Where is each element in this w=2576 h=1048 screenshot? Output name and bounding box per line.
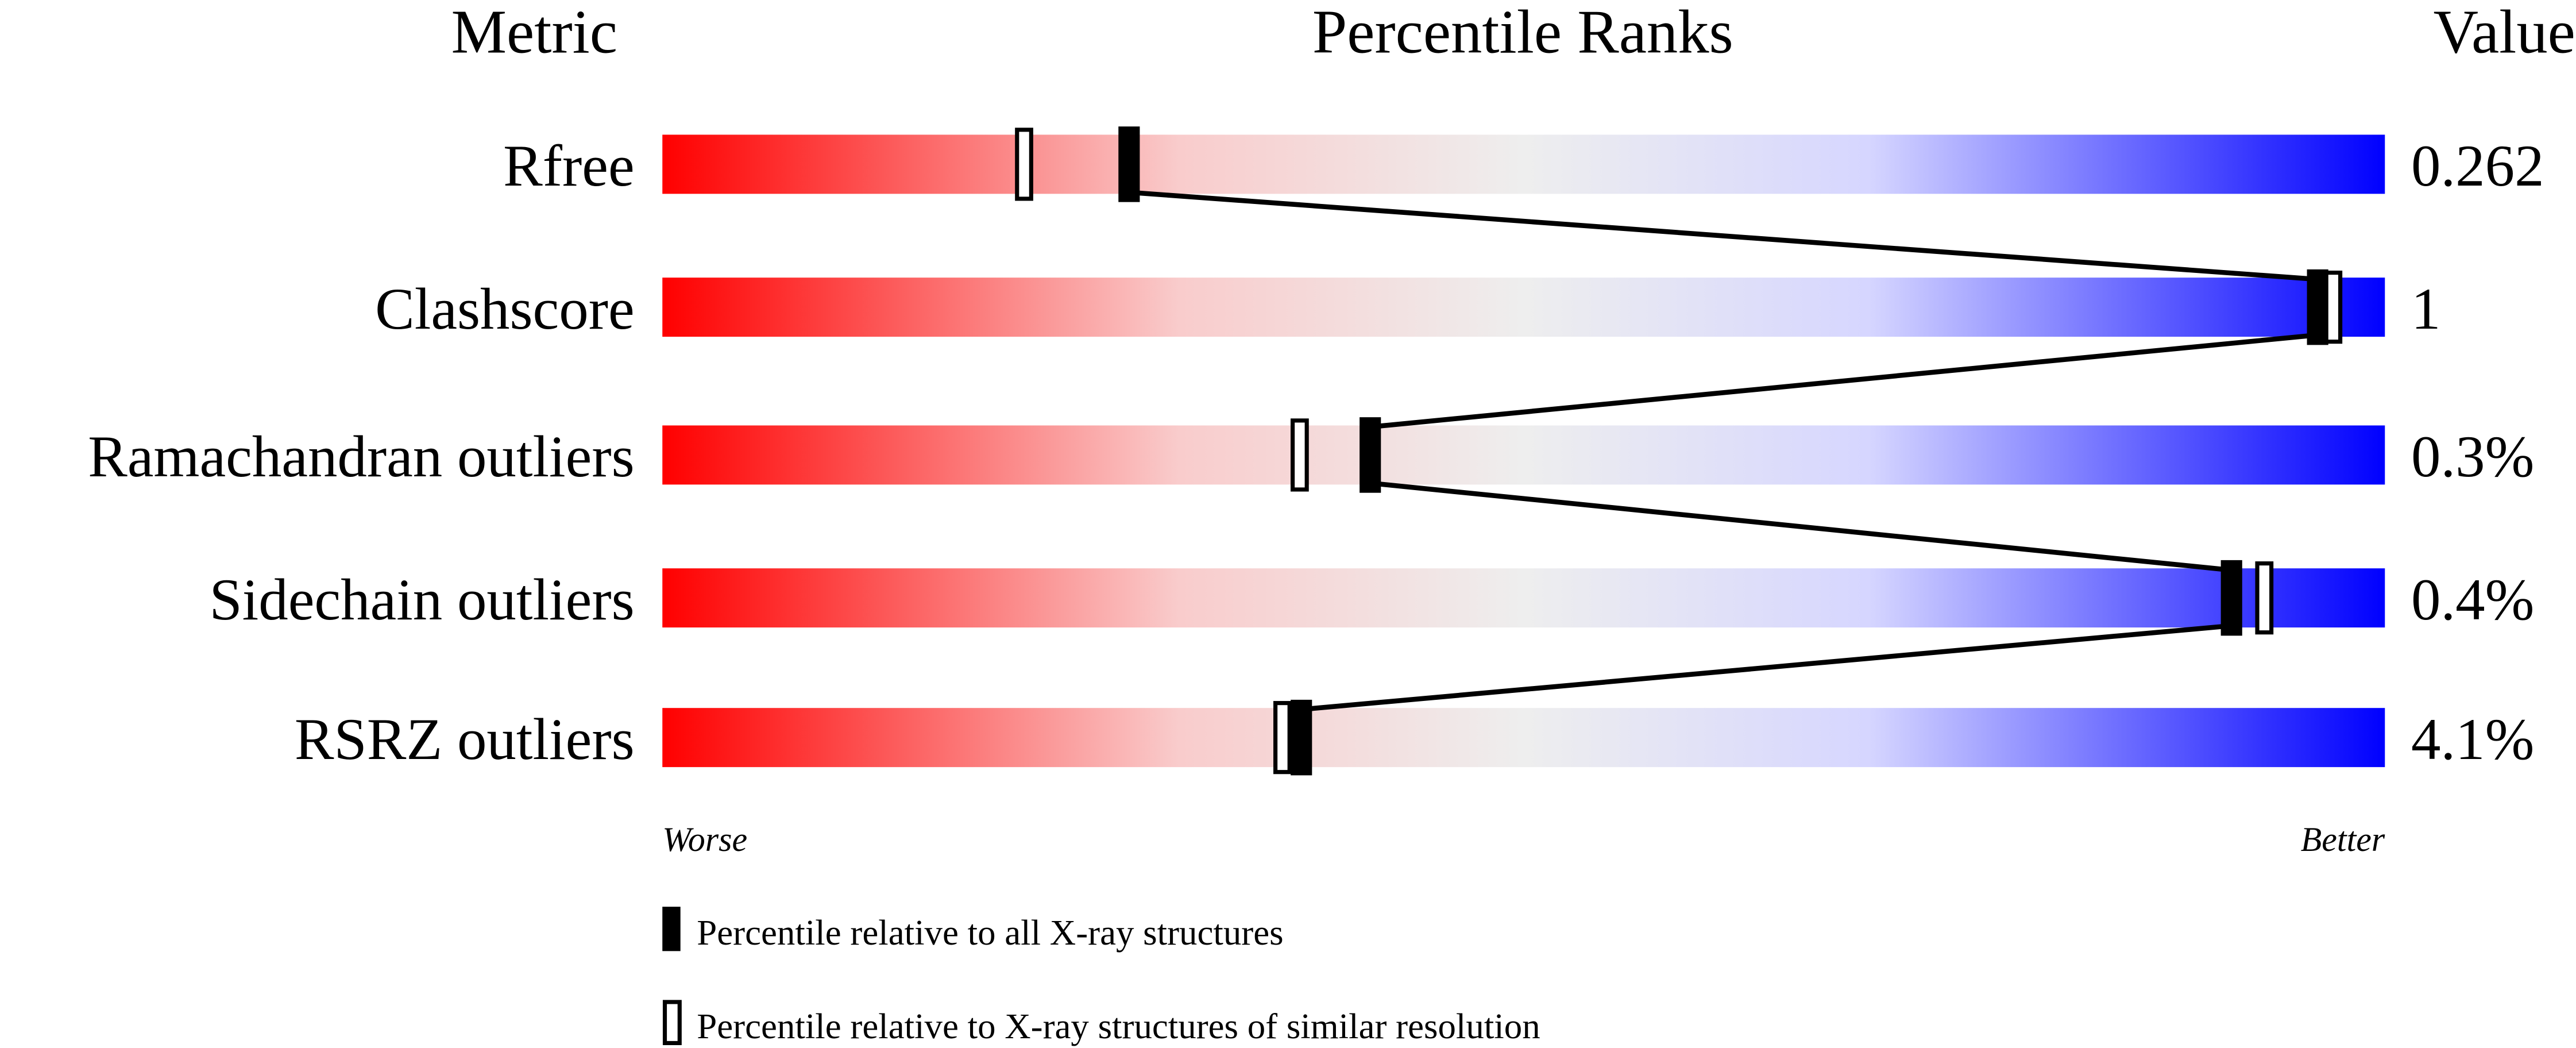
gradient-bar (662, 425, 2385, 485)
marker-similar-resolution (2255, 561, 2274, 635)
gradient-bar (662, 278, 2385, 337)
metric-label: Clashscore (375, 276, 635, 342)
marker-similar-resolution (1273, 701, 1292, 775)
metric-value: 0.4% (2411, 567, 2534, 633)
metric-label: Rfree (503, 133, 635, 199)
metric-label: Ramachandran outliers (88, 424, 635, 490)
marker-all-structures (1360, 417, 1381, 493)
marker-similar-resolution (1291, 418, 1309, 492)
metric-label: Sidechain outliers (209, 567, 634, 633)
metric-value: 1 (2411, 276, 2440, 342)
metric-label: RSRZ outliers (295, 707, 635, 772)
metric-value: 4.1% (2411, 707, 2534, 772)
connector-line (1299, 623, 2230, 712)
marker-all-structures (2220, 560, 2242, 636)
marker-all-structures (2307, 269, 2328, 345)
connector-line (1368, 480, 2230, 573)
marker-all-structures (1118, 126, 1140, 202)
legend-filled-label: Percentile relative to all X-ray structu… (697, 912, 1283, 953)
legend-open-label: Percentile relative to X-ray structures … (697, 1006, 1540, 1046)
legend-filled-marker (662, 907, 681, 951)
metric-value: 0.3% (2411, 424, 2534, 490)
header-ranks: Percentile Ranks (1312, 0, 1733, 66)
legend-open-marker (662, 1000, 682, 1045)
marker-similar-resolution (1015, 128, 1033, 201)
axis-better-label: Better (2301, 820, 2385, 858)
metric-value: 0.262 (2411, 133, 2544, 199)
connector-line (1368, 332, 2316, 430)
header-metric: Metric (451, 0, 617, 66)
axis-worse-label: Worse (662, 820, 747, 858)
gradient-bar (662, 568, 2385, 628)
header-value: Value (2434, 0, 2575, 66)
gradient-bar (662, 708, 2385, 768)
gradient-bar (662, 134, 2385, 194)
connector-line (1127, 190, 2316, 282)
marker-all-structures (1291, 699, 1312, 776)
